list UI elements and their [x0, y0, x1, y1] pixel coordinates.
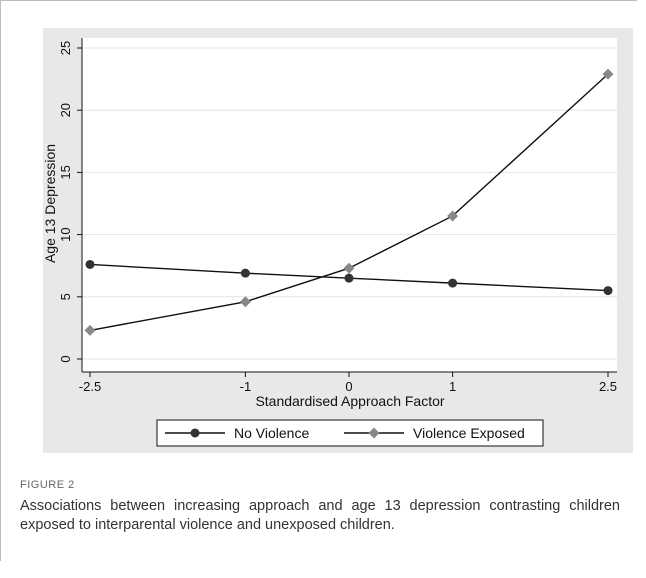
legend-label: Violence Exposed	[413, 425, 525, 441]
series-1-point	[448, 278, 458, 288]
series-2-point	[447, 210, 459, 222]
series-1-point	[603, 286, 613, 296]
series-2-point	[239, 296, 251, 308]
line-chart: 0 5 10 15 20 25 -2.5 -1 0 1 2.5 Standardised Approa…	[42, 38, 617, 447]
y-tick-label: 0	[58, 355, 73, 362]
x-tick-label: -2.5	[79, 379, 101, 394]
series-2-point	[343, 262, 355, 274]
plot-area	[82, 38, 617, 372]
y-tick-label: 20	[58, 103, 73, 117]
series-1-point	[85, 259, 95, 269]
x-tick-label: 0	[345, 379, 352, 394]
y-axis-title: Age 13 Depression	[42, 144, 58, 263]
y-tick-label: 10	[58, 227, 73, 241]
x-tick-label: 2.5	[599, 379, 617, 394]
series-1-point	[240, 268, 250, 278]
series-2-point	[84, 324, 96, 336]
y-tick-label: 5	[58, 293, 73, 300]
x-tick-label: 1	[449, 379, 456, 394]
series-2-point	[602, 68, 614, 80]
figure-frame	[0, 0, 637, 561]
y-tick-label: 15	[58, 165, 73, 179]
figure-caption: Associations between increasing approach…	[20, 498, 620, 533]
legend-marker	[368, 427, 380, 439]
legend-label: No Violence	[234, 425, 309, 441]
figure-label: FIGURE 2	[20, 479, 75, 491]
x-axis-title: Standardised Approach Factor	[255, 393, 444, 409]
x-tick-label: -1	[240, 379, 252, 394]
y-tick-label: 25	[58, 41, 73, 55]
series-1-point	[344, 273, 354, 283]
legend-marker	[190, 428, 200, 438]
